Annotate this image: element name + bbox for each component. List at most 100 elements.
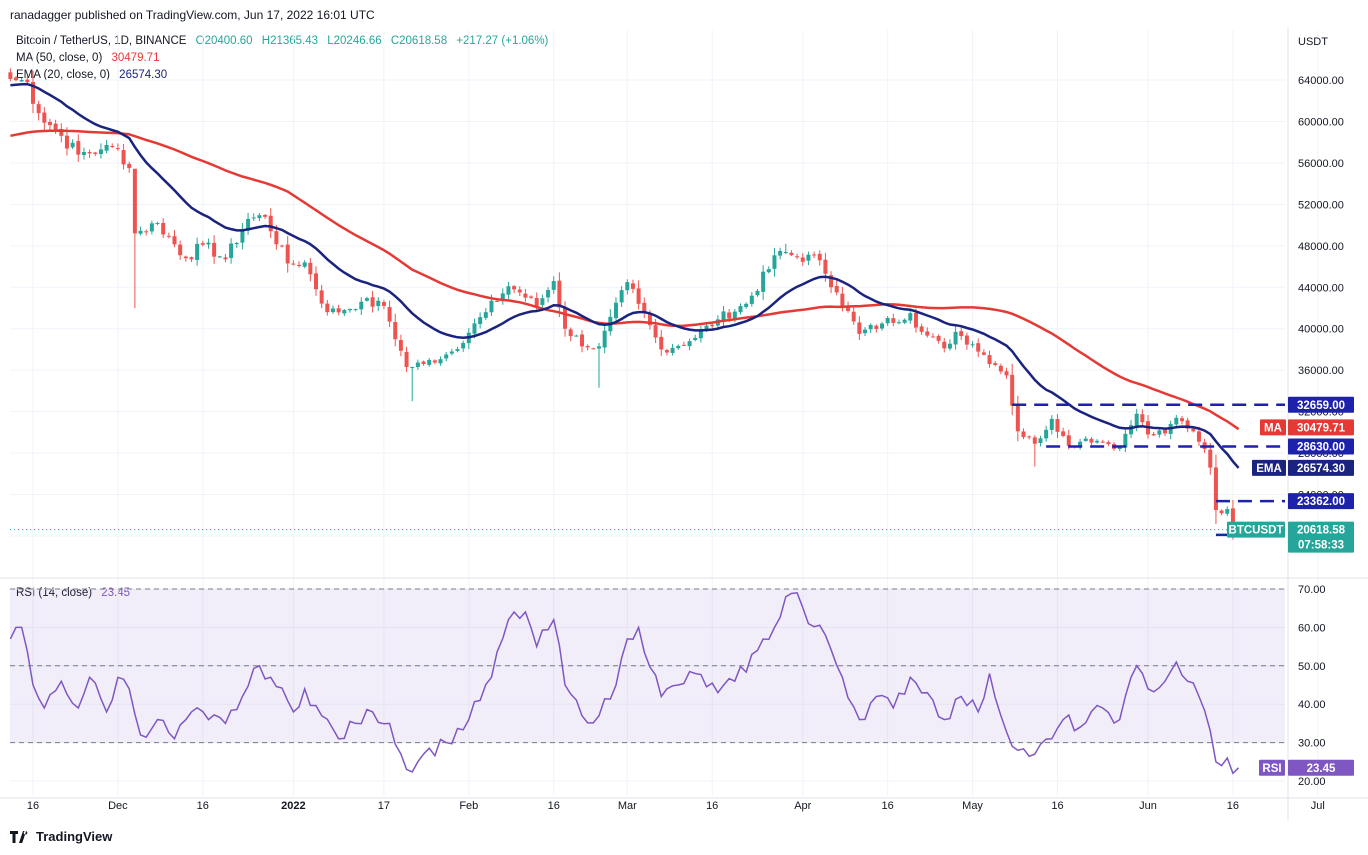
candle-body (8, 72, 13, 79)
symbol-tag-box (1227, 521, 1285, 538)
candle-body (574, 335, 579, 337)
candle-body (546, 290, 551, 298)
candle-body (1157, 430, 1162, 435)
time-tick-label: 16 (197, 800, 209, 812)
candle-body (1196, 431, 1201, 442)
indicator-value-tag-box (1288, 419, 1354, 436)
candle-body (155, 223, 160, 225)
candle-body (817, 253, 822, 261)
bar-countdown-tag-box (1288, 536, 1354, 553)
ema-20-line (10, 82, 1240, 469)
candle-body (59, 128, 64, 136)
time-tick-label: 16 (1227, 800, 1239, 812)
rsi-legend[interactable]: RSI (14, close) 23.45 (16, 587, 136, 599)
indicator-name-tag-box (1252, 459, 1286, 476)
indicator-name-tag: MA (1260, 419, 1286, 436)
rsi-value-tag-box (1288, 759, 1354, 776)
candle-body (1140, 414, 1145, 423)
candle-body (461, 342, 466, 349)
candle-body (268, 215, 273, 232)
price-tick-label: 24000.00 (1298, 490, 1344, 502)
time-tick-label: Feb (459, 800, 478, 812)
candle-body (676, 345, 681, 349)
candle-body (563, 307, 568, 329)
indicator-name-tag-text: MA (1264, 422, 1282, 434)
candle-body (885, 317, 890, 324)
candle-body (500, 293, 505, 302)
rsi-legend-value: 23.45 (101, 587, 131, 599)
price-tick-label: 32000.00 (1298, 407, 1344, 419)
candle-body (1208, 449, 1213, 468)
time-tick-label: Jun (1139, 800, 1157, 812)
candle-body (291, 263, 296, 265)
symbol-tag: BTCUSDT (1227, 521, 1285, 538)
candle-body (495, 300, 500, 302)
candle-body (381, 301, 386, 306)
candle-body (1089, 438, 1094, 443)
candle-body (76, 141, 81, 155)
ema-legend[interactable]: EMA (20, close, 0) 26574.30 (16, 69, 173, 81)
candle-body (789, 252, 794, 256)
candle-body (489, 300, 494, 313)
candle-body (1100, 441, 1105, 443)
candle-body (653, 325, 658, 338)
candle-body (993, 363, 998, 365)
candle-body (98, 149, 103, 155)
candle-body (478, 317, 483, 325)
candle-body (330, 308, 335, 313)
candle-body (976, 343, 981, 352)
candle-body (376, 300, 381, 307)
candle-body (336, 308, 341, 313)
candle-body (280, 245, 285, 247)
open-value: O20400.60 (195, 35, 253, 47)
candle-body (1151, 434, 1156, 436)
tradingview-footer[interactable]: TradingView (10, 829, 112, 844)
candle-body (200, 243, 205, 245)
candle-body (404, 351, 409, 368)
candle-body (585, 346, 590, 348)
candle-body (444, 354, 449, 359)
candle-body (517, 289, 522, 293)
rsi-line (9, 591, 1240, 775)
candle-body (506, 286, 511, 295)
candle-body (761, 271, 766, 292)
level-price-tag: 28630.00 (1288, 438, 1354, 455)
ma-legend[interactable]: MA (50, close, 0) 30479.71 (16, 52, 165, 64)
price-tick-label: 20000.00 (1298, 531, 1344, 543)
candle-body (1015, 404, 1020, 432)
axes: 20000.00 24000.00 28000.00 32000.00 36000.00… (27, 75, 1344, 812)
time-tick-label: Apr (794, 800, 811, 812)
candle-body (387, 307, 392, 322)
candle-body (1066, 435, 1071, 446)
candle-body (195, 243, 200, 260)
candle-body (551, 281, 556, 290)
candle-body (319, 290, 324, 304)
level-price-tag-text: 28630.00 (1297, 442, 1345, 454)
level-price-tag-text: 20111.00 (1298, 530, 1345, 542)
candle-body (512, 286, 517, 290)
low-value: L20246.66 (327, 35, 382, 47)
candle-body (868, 324, 873, 330)
last-price-tag-text: 20618.58 (1297, 525, 1346, 537)
publisher-line: ranadagger published on TradingView.com,… (10, 8, 375, 22)
symbol-label[interactable]: Bitcoin / TetherUS, 1D, BINANCE (16, 35, 187, 47)
indicator-value-tag-box (1288, 459, 1354, 476)
candle-body (523, 293, 528, 298)
candle-body (263, 215, 268, 217)
rsi-tick-label: 60.00 (1298, 622, 1326, 634)
ticker-legend: Bitcoin / TetherUS, 1D, BINANCE O20400.6… (16, 35, 554, 47)
candle-body (557, 280, 562, 308)
candle-body (144, 231, 149, 233)
rsi-tick-label: 30.00 (1298, 738, 1326, 750)
candle-body (1049, 418, 1054, 430)
candle-body (998, 365, 1003, 372)
candle-body (630, 283, 635, 289)
time-tick-label: 16 (27, 800, 39, 812)
indicator-value-tag-text: 30479.71 (1297, 422, 1346, 434)
candle-body (1083, 438, 1088, 441)
candle-body (964, 335, 969, 345)
candle-body (863, 329, 868, 334)
ma-legend-label: MA (50, close, 0) (16, 52, 103, 64)
price-tick-label: 28000.00 (1298, 448, 1344, 460)
